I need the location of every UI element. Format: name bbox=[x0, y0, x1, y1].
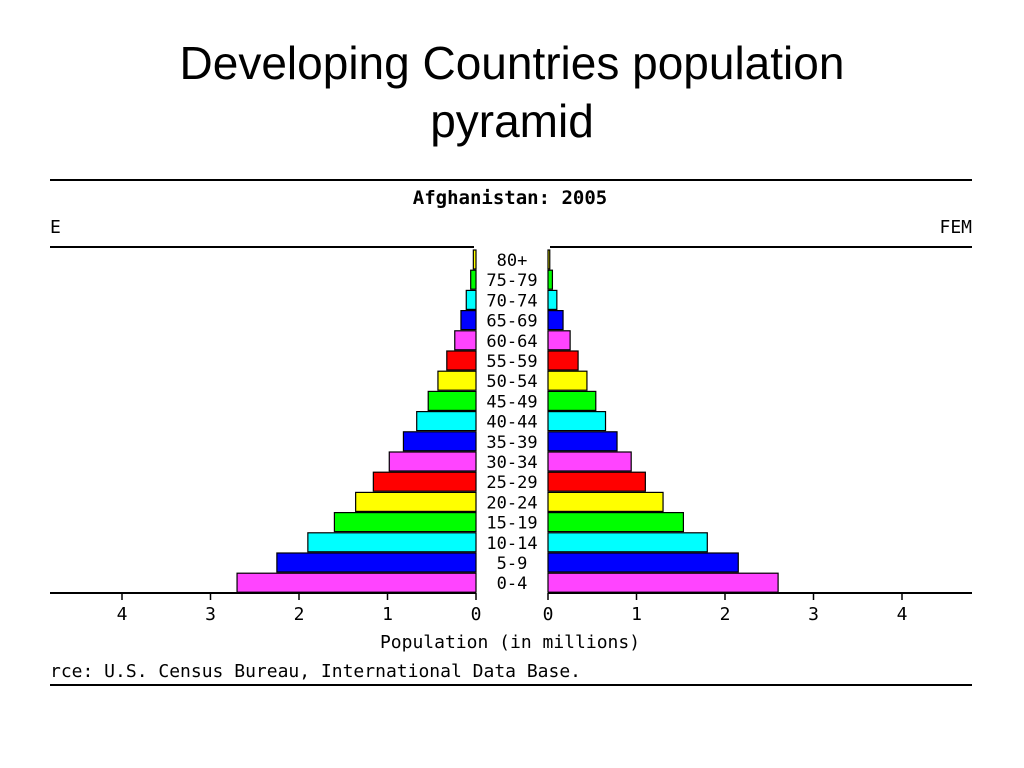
age-label-70-74: 70-74 bbox=[486, 291, 537, 311]
female-bar-75-79 bbox=[547, 269, 554, 290]
male-bar-70-74 bbox=[465, 289, 477, 310]
age-label-0-4: 0-4 bbox=[497, 574, 528, 594]
female-bar-70-74 bbox=[547, 289, 558, 310]
left-tick-label-0: 0 bbox=[471, 604, 482, 625]
male-bar-10-14 bbox=[307, 532, 477, 553]
left-tick-label-1: 1 bbox=[382, 604, 393, 625]
male-bar-15-19 bbox=[333, 511, 477, 533]
female-bar-10-14 bbox=[547, 532, 708, 553]
age-label-50-54: 50-54 bbox=[486, 372, 537, 392]
male-bar-55-59 bbox=[446, 350, 477, 371]
age-label-30-34: 30-34 bbox=[486, 453, 537, 473]
right-side-label: FEM bbox=[939, 217, 972, 238]
male-bar-40-44 bbox=[416, 411, 477, 432]
female-bar-50-54 bbox=[547, 370, 588, 391]
male-bars bbox=[236, 249, 477, 593]
left-tick-label-4: 4 bbox=[117, 604, 128, 625]
slide-title-line-2: pyramid bbox=[430, 95, 594, 147]
age-label-75-79: 75-79 bbox=[486, 271, 537, 291]
female-bar-0-4 bbox=[547, 572, 779, 593]
age-label-10-14: 10-14 bbox=[486, 534, 537, 554]
female-bar-80+ bbox=[547, 249, 551, 270]
female-bar-45-49 bbox=[547, 390, 597, 411]
age-label-35-39: 35-39 bbox=[486, 433, 537, 453]
age-label-55-59: 55-59 bbox=[486, 352, 537, 372]
female-bar-35-39 bbox=[547, 431, 618, 452]
male-bar-50-54 bbox=[437, 370, 477, 391]
female-bar-65-69 bbox=[547, 310, 564, 331]
x-axis-label: Population (in millions) bbox=[380, 632, 640, 653]
male-bar-60-64 bbox=[454, 330, 477, 351]
right-tick-label-4: 4 bbox=[897, 604, 908, 625]
female-bar-40-44 bbox=[547, 411, 607, 432]
female-bar-60-64 bbox=[547, 330, 571, 351]
age-label-25-29: 25-29 bbox=[486, 473, 537, 493]
left-side-label: E bbox=[50, 217, 61, 238]
age-label-60-64: 60-64 bbox=[486, 332, 537, 352]
male-bar-30-34 bbox=[388, 451, 477, 472]
male-bar-20-24 bbox=[355, 491, 477, 512]
age-label-80+: 80+ bbox=[497, 251, 528, 271]
female-bar-30-34 bbox=[547, 451, 632, 472]
axis-ticks: 4 3 2 1 0 0 1 2 3 4 bbox=[117, 593, 908, 625]
left-tick-label-2: 2 bbox=[294, 604, 305, 625]
source-note: rce: U.S. Census Bureau, International D… bbox=[50, 661, 581, 682]
female-bar-25-29 bbox=[547, 471, 646, 492]
chart-frame bbox=[50, 179, 972, 686]
right-tick-label-1: 1 bbox=[631, 604, 642, 625]
age-label-5-9: 5-9 bbox=[497, 554, 528, 574]
left-tick-label-3: 3 bbox=[205, 604, 216, 625]
male-bar-0-4 bbox=[236, 572, 477, 593]
slide-title: Developing Countries population pyramid bbox=[0, 34, 1024, 150]
right-tick-label-0: 0 bbox=[543, 604, 554, 625]
female-bar-5-9 bbox=[547, 552, 739, 573]
female-bar-15-19 bbox=[547, 511, 685, 533]
male-bar-25-29 bbox=[372, 471, 477, 492]
right-tick-label-3: 3 bbox=[808, 604, 819, 625]
age-label-15-19: 15-19 bbox=[486, 514, 537, 534]
right-tick-label-2: 2 bbox=[720, 604, 731, 625]
age-group-labels: 80+75-7970-7465-6960-6455-5950-5445-4940… bbox=[486, 251, 537, 594]
male-bar-5-9 bbox=[276, 552, 477, 573]
slide-title-line-1: Developing Countries population bbox=[179, 37, 845, 89]
female-bar-20-24 bbox=[547, 491, 664, 512]
male-bar-45-49 bbox=[427, 390, 477, 411]
age-label-40-44: 40-44 bbox=[486, 413, 537, 433]
male-bar-75-79 bbox=[470, 269, 477, 290]
male-bar-80+ bbox=[472, 249, 477, 270]
female-bar-55-59 bbox=[547, 350, 579, 371]
chart-title: Afghanistan: 2005 bbox=[413, 187, 607, 209]
female-bars bbox=[547, 249, 779, 593]
age-label-20-24: 20-24 bbox=[486, 493, 537, 513]
age-label-65-69: 65-69 bbox=[486, 312, 537, 332]
male-bar-65-69 bbox=[460, 310, 477, 331]
male-bar-35-39 bbox=[402, 431, 477, 452]
age-label-45-49: 45-49 bbox=[486, 392, 537, 412]
